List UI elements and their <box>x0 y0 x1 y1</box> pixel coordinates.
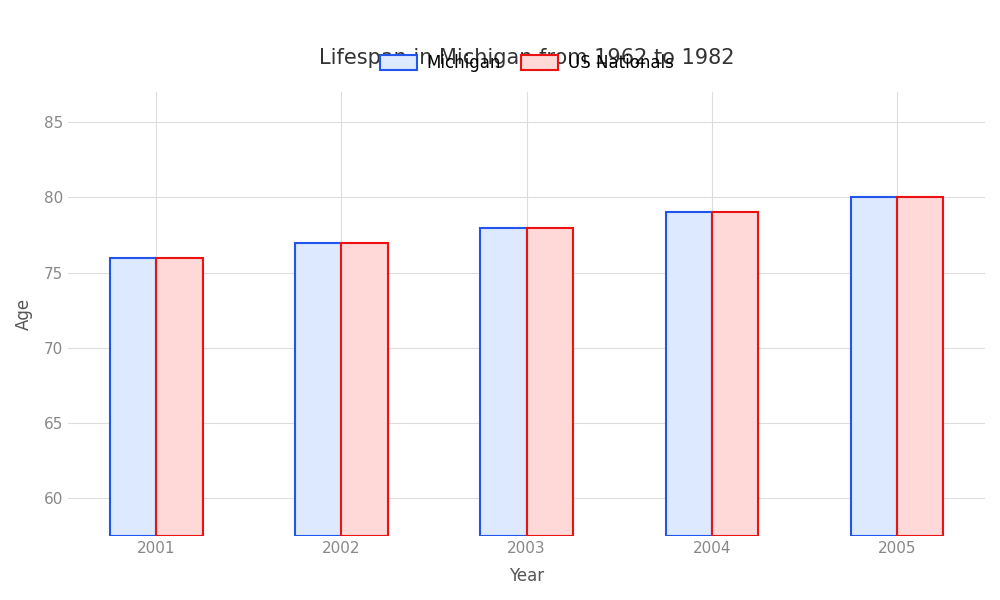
Bar <box>897 197 943 536</box>
Legend: Michigan, US Nationals: Michigan, US Nationals <box>373 47 680 79</box>
X-axis label: Year: Year <box>509 567 544 585</box>
Bar <box>666 212 712 536</box>
Y-axis label: Age: Age <box>15 298 33 330</box>
Bar <box>712 212 758 536</box>
Bar <box>295 242 341 536</box>
Bar <box>851 197 897 536</box>
Bar <box>341 242 388 536</box>
Bar <box>156 257 203 536</box>
Bar <box>527 227 573 536</box>
Title: Lifespan in Michigan from 1962 to 1982: Lifespan in Michigan from 1962 to 1982 <box>319 49 734 68</box>
Bar <box>110 257 156 536</box>
Bar <box>480 227 527 536</box>
